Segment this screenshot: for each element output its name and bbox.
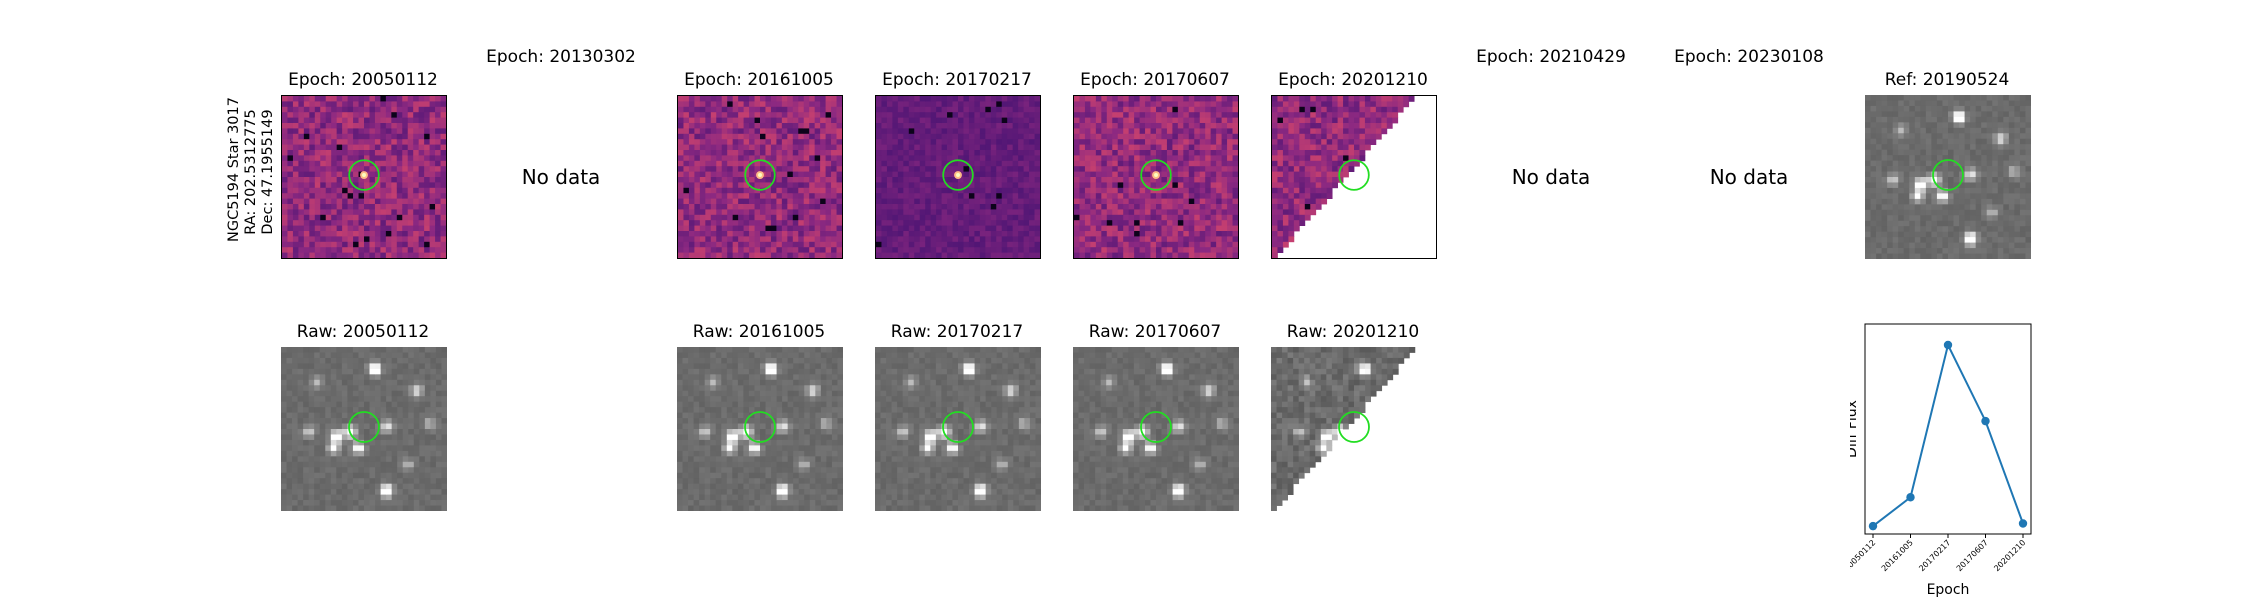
diff-title-3: Epoch: 20161005	[684, 70, 834, 90]
diff-panel-3	[677, 95, 843, 259]
raw-panel-1	[281, 347, 447, 511]
diff-title-5: Epoch: 20170607	[1080, 70, 1230, 90]
plot-frame	[1864, 323, 2032, 535]
data-point	[1868, 521, 1878, 531]
diff-title-8: Epoch: 20230108	[1674, 47, 1824, 67]
diff-panel-4	[875, 95, 1041, 259]
x-tick-label: 20050112	[1850, 538, 1877, 573]
raw-title-5: Raw: 20170607	[1088, 322, 1222, 342]
no-data-7: No data	[1511, 165, 1591, 189]
raw-title-1: Raw: 20050112	[296, 322, 430, 342]
diff-panel-1	[281, 95, 447, 259]
x-tick-label: 20170607	[1955, 538, 1990, 573]
data-point	[2018, 519, 2028, 528]
x-tick-label: 20161005	[1880, 538, 1915, 573]
data-point	[1981, 416, 1990, 426]
x-tick-label: 20201210	[1992, 538, 2027, 573]
y-axis-label: Diff Flux	[1850, 400, 1860, 458]
ref-title: Ref: 20190524	[1884, 70, 2010, 90]
data-point	[1943, 340, 1953, 350]
no-data-2: No data	[521, 165, 601, 189]
diff-title-2: Epoch: 20130302	[486, 47, 636, 67]
light-curve-chart: 20050112 20161005 20170217 20170607 20201210…	[1850, 323, 2032, 598]
raw-title-6: Raw: 20201210	[1286, 322, 1420, 342]
diff-title-6: Epoch: 20201210	[1278, 70, 1428, 90]
raw-title-4: Raw: 20170217	[890, 322, 1024, 342]
target-label: NGC5194 Star 3017 RA: 202.5312775 Dec: 4…	[226, 97, 277, 242]
raw-panel-4	[875, 347, 1041, 511]
x-axis-label: Epoch	[1927, 582, 1970, 598]
raw-panel-3	[677, 347, 843, 511]
diff-title-4: Epoch: 20170217	[882, 70, 1032, 90]
raw-title-3: Raw: 20161005	[692, 322, 826, 342]
target-dec: Dec: 47.1955149	[260, 109, 276, 235]
x-tick-label: 20170217	[1917, 538, 1952, 573]
target-ra: RA: 202.5312775	[243, 109, 259, 235]
target-name: NGC5194 Star 3017	[226, 97, 242, 242]
diff-title-7: Epoch: 20210429	[1476, 47, 1626, 67]
data-point	[1906, 493, 1915, 502]
diff-panel-6	[1271, 95, 1437, 259]
raw-panel-5	[1073, 347, 1239, 511]
raw-panel-6	[1271, 347, 1437, 511]
diff-panel-5	[1073, 95, 1239, 259]
ref-panel	[1865, 95, 2031, 259]
diff-title-1: Epoch: 20050112	[288, 70, 438, 90]
no-data-8: No data	[1709, 165, 1789, 189]
